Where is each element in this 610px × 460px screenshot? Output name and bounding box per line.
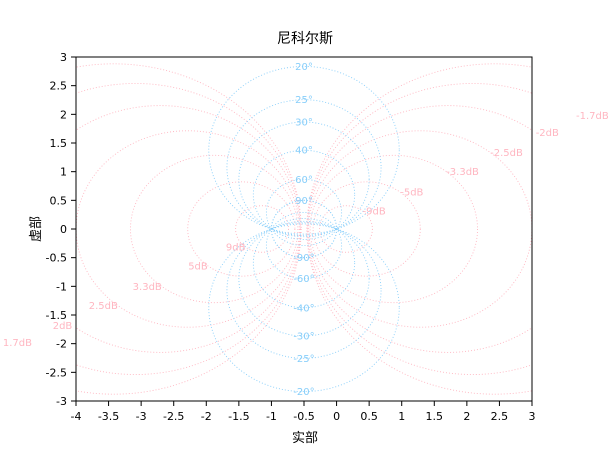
phase-locus [208, 223, 400, 393]
phase-locus [226, 222, 382, 359]
gain-label: 9dB [226, 243, 246, 254]
phase-locus [208, 65, 400, 235]
phase-locus [226, 99, 382, 236]
gain-locus [312, 181, 421, 277]
gain-label: -2.5dB [490, 148, 523, 159]
gain-label: -1.7dB [576, 111, 609, 122]
phase-label: -40° [293, 303, 314, 314]
phase-label: -30° [293, 331, 314, 342]
x-tick-label: 2.5 [491, 410, 509, 423]
gain-locus [187, 181, 296, 277]
gain-locus [306, 63, 532, 395]
gain-label: 1.7dB [3, 338, 32, 349]
x-tick-label: -2.5 [163, 410, 184, 423]
gain-label: 3.3dB [133, 282, 162, 293]
phase-label: 40° [295, 146, 313, 157]
x-tick-label: -1 [266, 410, 277, 423]
y-tick-label: -2 [56, 338, 67, 351]
gain-locus [307, 105, 532, 353]
y-tick-label: 2.5 [50, 80, 68, 93]
y-tick-label: 1 [60, 166, 67, 179]
y-tick-label: 0 [60, 223, 67, 236]
phase-label: -25° [293, 354, 314, 365]
gain-label: -3.3dB [446, 167, 479, 178]
y-tick-label: -0.5 [46, 252, 67, 265]
curve-labels: -1.5dB-1.7dB-2dB-2.5dB-3.3dB-5dB-9dB9dB5… [3, 62, 609, 398]
y-axis-title: 虚部 [29, 216, 44, 242]
gain-label: 5dB [188, 261, 208, 272]
phase-locus [238, 220, 370, 337]
gain-label: -5dB [400, 188, 423, 199]
y-tick-label: -2.5 [46, 366, 67, 379]
gain-locus [76, 130, 300, 328]
gain-locus [306, 83, 532, 375]
phase-label: -90° [293, 253, 314, 264]
gain-locus [319, 205, 373, 253]
gain-locus [76, 63, 302, 395]
x-tick-label: 2 [463, 410, 470, 423]
x-tick-label: 3 [529, 410, 536, 423]
phase-label: 60° [295, 175, 313, 186]
y-tick-label: -1 [56, 280, 67, 293]
y-tick-label: 1.5 [50, 137, 68, 150]
x-tick-label: -0.5 [293, 410, 314, 423]
chart-title: 尼科尔斯 [277, 31, 333, 47]
x-tick-label: -1.5 [228, 410, 249, 423]
phase-label: -20° [293, 387, 314, 398]
grid-curves [76, 63, 532, 395]
x-tick-label: -2 [201, 410, 212, 423]
phase-locus [238, 121, 370, 238]
y-tick-label: -1.5 [46, 309, 67, 322]
gain-label: 2dB [53, 321, 73, 332]
x-tick-label: 0 [333, 410, 340, 423]
x-tick-label: 0.5 [360, 410, 378, 423]
axes: -4 -3.5 -3 -2.5 -2 -1.5 -1 -0.5 0 0.5 1 1.5 2 2.5 3 -3 -… [46, 51, 536, 423]
x-axis-title: 实部 [292, 431, 318, 446]
y-tick-label: 3 [60, 51, 67, 64]
y-tick-label: 0.5 [50, 194, 68, 207]
phase-label: 90° [295, 196, 313, 207]
phase-label: 30° [295, 118, 313, 129]
x-tick-label: -4 [71, 410, 82, 423]
x-tick-label: 1.5 [426, 410, 444, 423]
gain-locus [309, 154, 478, 304]
phase-locus [252, 149, 356, 240]
x-tick-label: -3 [136, 410, 147, 423]
phase-label: 20° [295, 62, 313, 73]
gain-locus [130, 154, 299, 304]
gain-label: -9dB [363, 206, 386, 217]
plot-frame [75, 56, 533, 402]
gain-label: 2.5dB [89, 301, 118, 312]
phase-locus [252, 218, 356, 309]
gain-label: -2dB [536, 128, 559, 139]
x-tick-label: 1 [398, 410, 405, 423]
phase-label: -60° [293, 274, 314, 285]
x-tick-label: -3.5 [98, 410, 119, 423]
phase-locus [265, 178, 343, 247]
gain-locus [235, 205, 289, 253]
y-tick-label: 2 [60, 108, 67, 121]
y-tick-label: -3 [56, 395, 67, 408]
phase-locus [265, 211, 343, 280]
phase-label: 25° [295, 95, 313, 106]
gain-locus [76, 105, 301, 353]
